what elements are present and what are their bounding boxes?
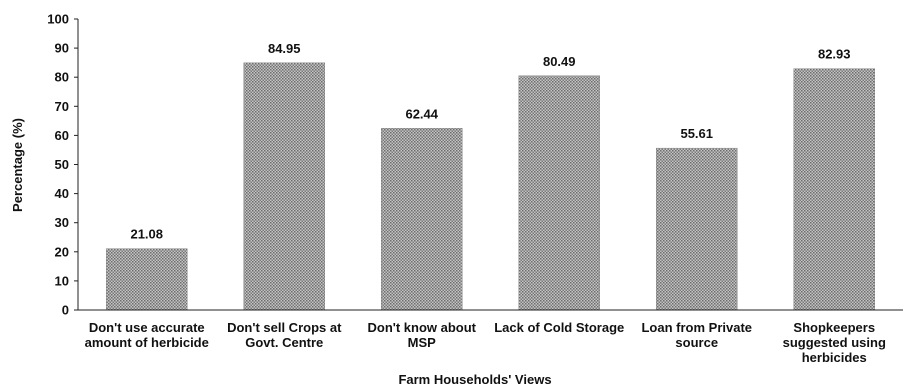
y-tick-label: 90 xyxy=(55,41,69,56)
y-tick-label: 80 xyxy=(55,70,69,85)
data-label: 62.44 xyxy=(405,106,438,121)
data-label: 84.95 xyxy=(268,41,301,56)
x-category-label-line: Loan from Private xyxy=(641,320,752,335)
data-label: 80.49 xyxy=(543,54,576,69)
y-tick-label: 20 xyxy=(55,244,69,259)
bar xyxy=(656,147,738,311)
bar xyxy=(793,68,875,311)
y-tick-label: 30 xyxy=(55,215,69,230)
y-axis-ticks: 0 10 20 30 40 50 60 70 80 90 100 xyxy=(47,12,78,318)
x-category-label-line: source xyxy=(675,335,718,350)
y-tick-label: 60 xyxy=(55,128,69,143)
y-tick-label: 40 xyxy=(55,186,69,201)
x-category-label: Shopkeepers suggested using herbicides xyxy=(783,320,886,365)
x-category-label-line: Don't use accurate xyxy=(89,320,205,335)
y-axis-title: Percentage (%) xyxy=(10,118,25,212)
x-category-label-line: suggested using xyxy=(783,335,886,350)
x-category-label-line: Don't know about xyxy=(367,320,476,335)
bar xyxy=(106,248,188,311)
y-tick-label: 70 xyxy=(55,99,69,114)
y-tick-label: 10 xyxy=(55,273,69,288)
x-category-label: Don't know about MSP xyxy=(367,320,476,350)
y-tick-label: 100 xyxy=(47,12,69,27)
x-category-label-line: Lack of Cold Storage xyxy=(494,320,624,335)
x-category-label: Loan from Private source xyxy=(641,320,752,350)
bars xyxy=(106,62,875,311)
data-labels: 21.08 84.95 62.44 80.49 55.61 82.93 xyxy=(130,41,850,242)
x-category-label-line: Govt. Centre xyxy=(245,335,323,350)
bar xyxy=(381,128,463,311)
x-category-label-line: Don't sell Crops at xyxy=(227,320,342,335)
x-category-label: Don't sell Crops at Govt. Centre xyxy=(227,320,342,350)
x-category-label-line: MSP xyxy=(408,335,437,350)
x-category-label-line: herbicides xyxy=(802,350,867,365)
x-category-label: Don't use accurate amount of herbicide xyxy=(85,320,209,350)
bar xyxy=(518,75,600,311)
data-label: 21.08 xyxy=(130,227,163,242)
y-tick-label: 0 xyxy=(62,303,69,318)
x-axis-title: Farm Households' Views xyxy=(398,372,551,387)
data-label: 82.93 xyxy=(818,47,851,62)
bar xyxy=(243,62,325,311)
data-label: 55.61 xyxy=(680,126,713,141)
x-category-label-line: Shopkeepers xyxy=(793,320,875,335)
x-axis-categories: Don't use accurate amount of herbicideDon… xyxy=(85,320,886,365)
y-tick-label: 50 xyxy=(55,157,69,172)
x-category-label: Lack of Cold Storage xyxy=(494,320,624,335)
x-category-label-line: amount of herbicide xyxy=(85,335,209,350)
